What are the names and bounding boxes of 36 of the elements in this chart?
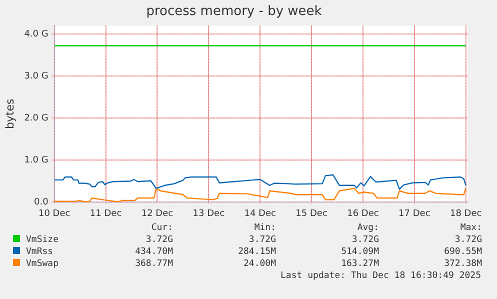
text: 368.77M: [134, 258, 173, 270]
y-tick-label: 3.0 G: [24, 71, 48, 82]
x-tick-label: 16 Dec: [347, 208, 379, 219]
text: 3.72G: [350, 234, 379, 246]
text: 434.70M: [134, 246, 173, 258]
y-tick-label: 4.0 G: [24, 29, 48, 40]
chart-title: process memory - by week: [146, 4, 322, 20]
text: 3.72G: [144, 234, 173, 246]
legend-label: VmSwap: [25, 258, 60, 270]
text: 24.00M: [242, 258, 276, 270]
x-tick-label: 10 Dec: [38, 208, 70, 219]
text: Min:: [253, 222, 276, 234]
text: Last update: Thu Dec 18 16:30:49 2025: [280, 270, 482, 282]
y-tick-label: 1.0 G: [24, 155, 48, 166]
text: Cur:: [150, 222, 173, 234]
y-axis-title: bytes: [3, 98, 16, 130]
y-tick-label: 2.0 G: [24, 113, 48, 124]
text: 690.55M: [443, 246, 482, 258]
x-tick-label: 18 Dec: [450, 208, 482, 219]
x-tick-label: 15 Dec: [296, 208, 328, 219]
text: Max:: [459, 222, 482, 234]
text: 372.38M: [443, 258, 482, 270]
legend-label: VmRss: [25, 246, 54, 258]
x-tick-label: 17 Dec: [398, 208, 430, 219]
x-tick-label: 11 Dec: [90, 208, 122, 219]
legend-label: VmSize: [25, 234, 60, 246]
x-tick-label: 13 Dec: [192, 208, 225, 219]
y-tick-label: 0.0: [34, 198, 49, 208]
text: 3.72G: [248, 234, 276, 246]
text: 284.15M: [237, 246, 276, 258]
text: 163.27M: [340, 258, 379, 270]
text: 514.09M: [340, 246, 379, 258]
x-tick-label: 12 Dec: [141, 208, 174, 219]
text: 3.72G: [454, 234, 482, 246]
text: Avg:: [356, 222, 379, 234]
x-tick-label: 14 Dec: [244, 208, 276, 219]
